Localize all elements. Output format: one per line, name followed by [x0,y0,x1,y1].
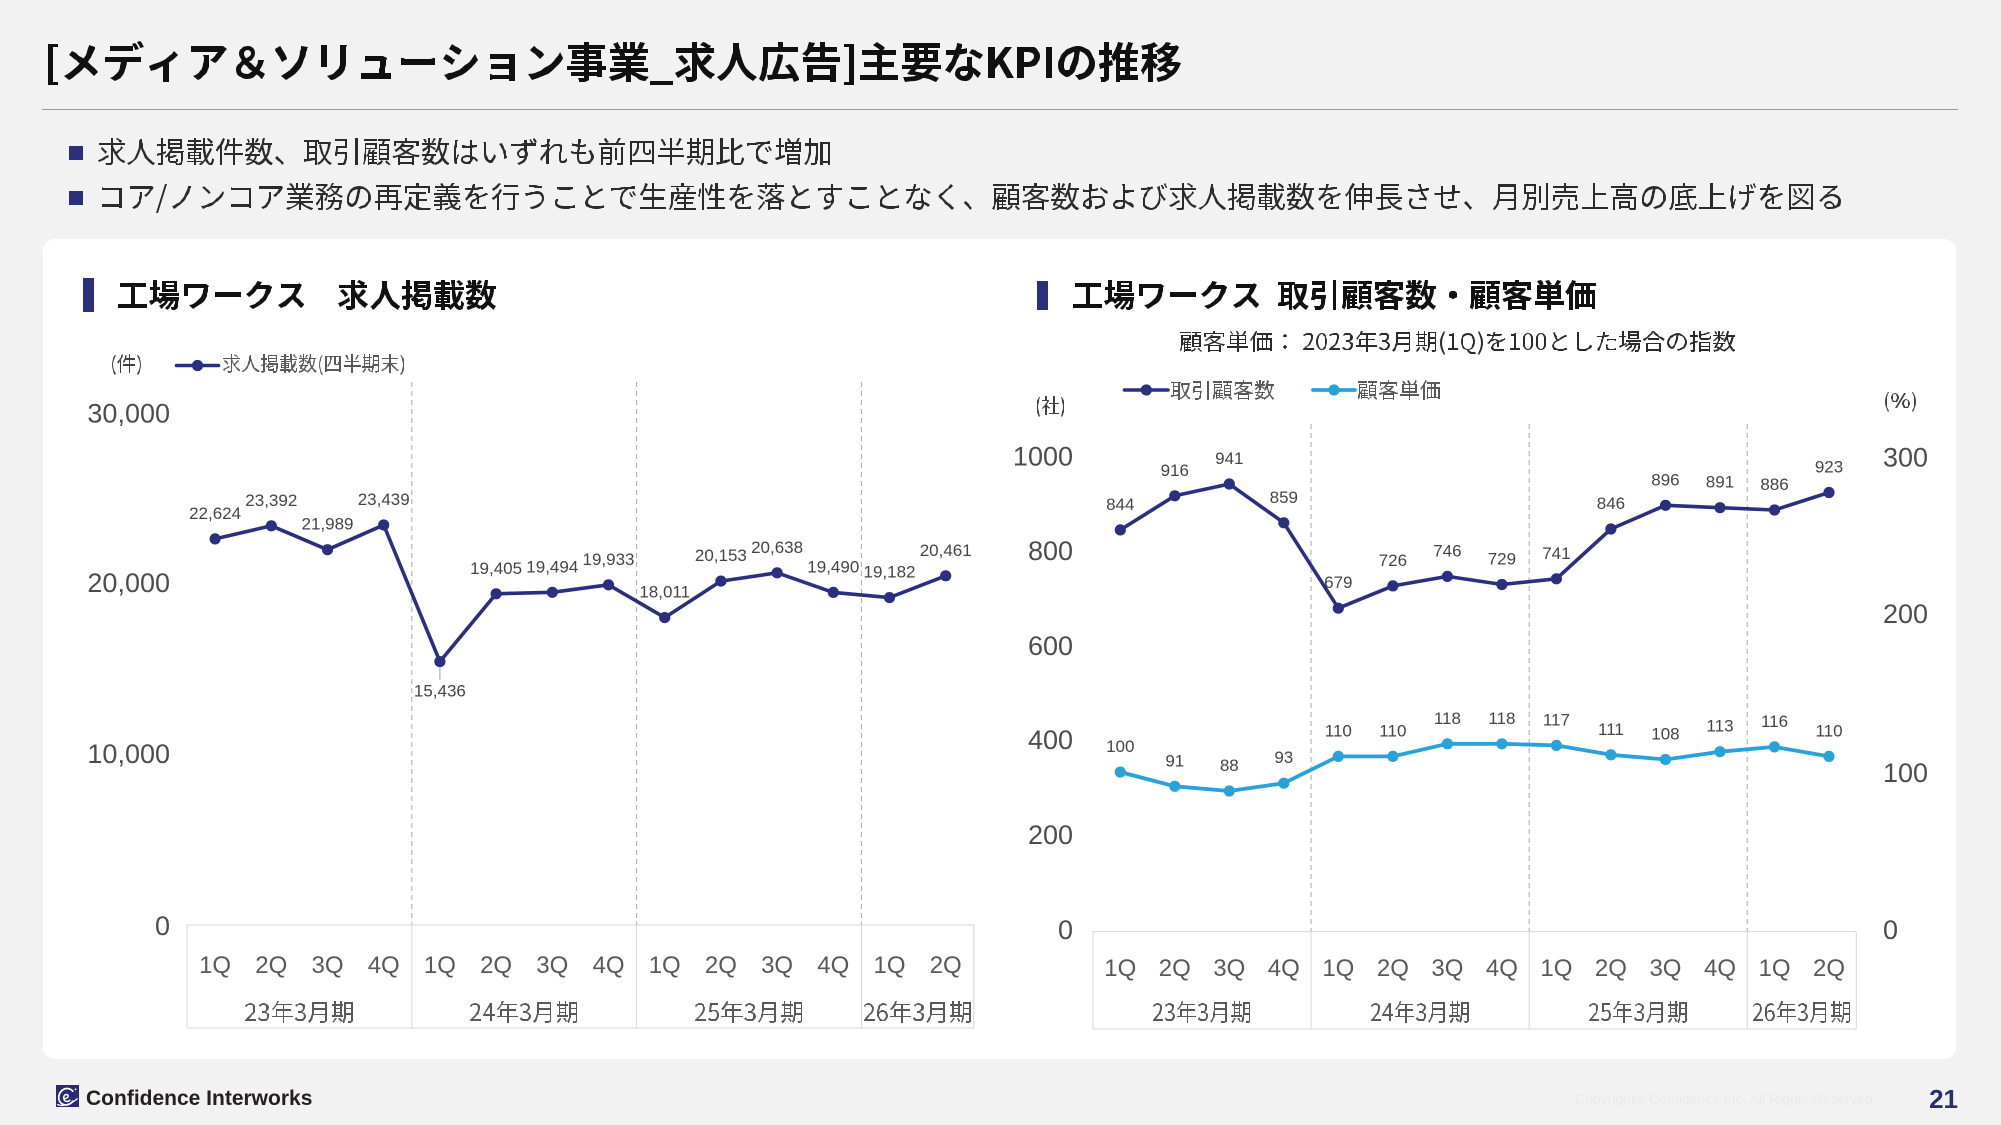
svg-text:19,494: 19,494 [526,557,578,576]
svg-text:2Q: 2Q [255,952,287,979]
svg-text:0: 0 [1883,915,1898,945]
svg-text:2Q: 2Q [1159,955,1191,982]
svg-text:3Q: 3Q [536,952,568,979]
svg-text:100: 100 [1106,737,1134,756]
svg-text:113: 113 [1706,717,1733,736]
svg-text:300: 300 [1883,443,1928,473]
svg-text:Copyright© Confidence Inc. All: Copyright© Confidence Inc. All Rights Re… [1575,1091,1876,1107]
svg-text:20,638: 20,638 [751,538,803,557]
svg-text:1Q: 1Q [1322,955,1354,982]
svg-text:600: 600 [1028,631,1073,661]
svg-text:0: 0 [155,911,170,941]
svg-text:1Q: 1Q [649,952,681,979]
svg-text:22,624: 22,624 [189,504,241,523]
svg-text:2Q: 2Q [480,952,512,979]
svg-text:21,989: 21,989 [302,515,354,534]
svg-text:2Q: 2Q [930,952,962,979]
svg-text:729: 729 [1488,549,1516,568]
svg-text:111: 111 [1598,720,1624,739]
svg-text:20,153: 20,153 [695,546,747,565]
svg-text:116: 116 [1761,712,1788,731]
svg-text:1Q: 1Q [199,952,231,979]
svg-text:100: 100 [1883,758,1928,788]
svg-text:3Q: 3Q [1431,955,1463,982]
svg-text:23,392: 23,392 [245,491,297,510]
svg-text:4Q: 4Q [368,952,400,979]
svg-text:1Q: 1Q [424,952,456,979]
svg-text:3Q: 3Q [1649,955,1681,982]
svg-text:941: 941 [1215,449,1243,468]
svg-text:886: 886 [1760,475,1788,494]
svg-text:916: 916 [1161,461,1189,480]
svg-text:91: 91 [1165,751,1184,770]
svg-text:741: 741 [1542,544,1570,563]
svg-text:118: 118 [1488,709,1515,728]
svg-text:400: 400 [1028,725,1073,755]
svg-text:4Q: 4Q [1268,955,1300,982]
svg-text:3Q: 3Q [311,952,343,979]
svg-text:0: 0 [1058,915,1073,945]
svg-text:117: 117 [1543,710,1570,729]
svg-text:20,000: 20,000 [87,568,170,598]
svg-text:2Q: 2Q [1377,955,1409,982]
svg-text:3Q: 3Q [761,952,793,979]
svg-text:30,000: 30,000 [87,399,170,429]
svg-text:19,933: 19,933 [583,550,635,569]
svg-text:1Q: 1Q [1540,955,1572,982]
svg-text:800: 800 [1028,536,1073,566]
svg-text:2Q: 2Q [1813,955,1845,982]
svg-text:118: 118 [1434,709,1461,728]
svg-text:1Q: 1Q [1104,955,1136,982]
svg-text:4Q: 4Q [817,952,849,979]
svg-text:19,490: 19,490 [807,557,859,576]
svg-text:726: 726 [1379,551,1407,570]
svg-text:891: 891 [1706,473,1734,492]
svg-text:200: 200 [1883,599,1928,629]
svg-text:10,000: 10,000 [87,739,170,769]
svg-text:19,405: 19,405 [470,559,522,578]
svg-text:23,439: 23,439 [358,490,410,509]
svg-text:21: 21 [1929,1084,1958,1114]
svg-text:746: 746 [1433,541,1461,560]
svg-text:15,436: 15,436 [414,682,466,701]
svg-text:4Q: 4Q [592,952,624,979]
svg-text:93: 93 [1274,748,1293,767]
svg-text:88: 88 [1220,756,1239,775]
svg-text:110: 110 [1325,721,1352,740]
svg-text:679: 679 [1324,573,1352,592]
svg-text:2Q: 2Q [705,952,737,979]
svg-text:4Q: 4Q [1704,955,1736,982]
svg-text:1000: 1000 [1013,442,1073,472]
svg-text:844: 844 [1106,495,1134,514]
svg-text:2Q: 2Q [1595,955,1627,982]
svg-text:1Q: 1Q [1758,955,1790,982]
svg-text:3Q: 3Q [1213,955,1245,982]
svg-text:110: 110 [1379,721,1406,740]
svg-text:108: 108 [1651,725,1679,744]
svg-text:4Q: 4Q [1486,955,1518,982]
svg-text:19,182: 19,182 [864,563,916,582]
svg-text:1Q: 1Q [873,952,905,979]
svg-text:18,011: 18,011 [639,583,690,602]
svg-text:20,461: 20,461 [920,541,972,560]
svg-text:896: 896 [1651,470,1679,489]
svg-text:Confidence Interworks: Confidence Interworks [86,1087,312,1110]
svg-text:846: 846 [1597,494,1625,513]
svg-text:923: 923 [1815,457,1843,476]
svg-text:200: 200 [1028,820,1073,850]
svg-text:110: 110 [1815,721,1842,740]
svg-text:859: 859 [1270,488,1298,507]
